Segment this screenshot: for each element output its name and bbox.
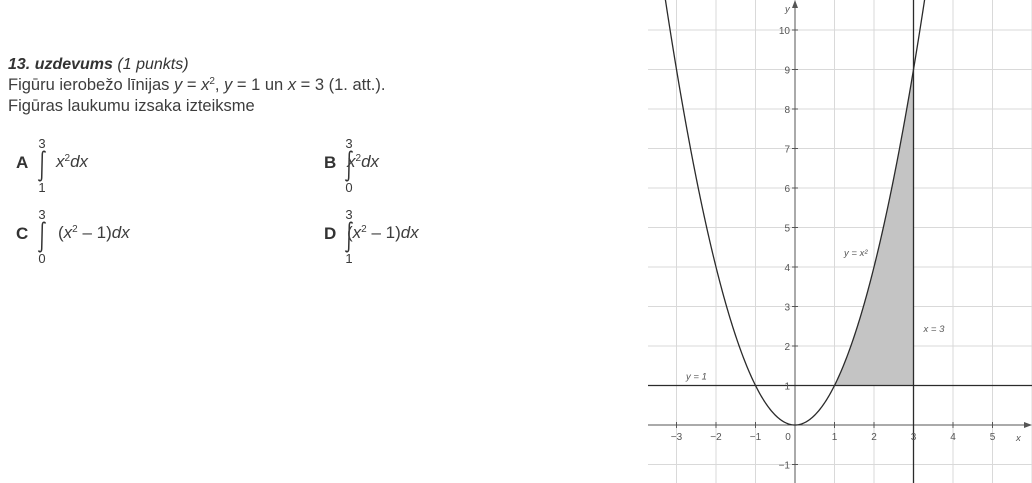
option-d: D 3 1 (x2 – 1)dx bbox=[0, 208, 419, 266]
x-axis-label: x bbox=[1015, 433, 1022, 444]
integrand: (x2 – 1)dx bbox=[347, 223, 419, 242]
y-tick-label: 1 bbox=[784, 382, 790, 393]
var-y: y bbox=[224, 76, 233, 94]
y-tick-label: −1 bbox=[779, 461, 791, 472]
lower-limit: 0 bbox=[38, 251, 46, 266]
equals-three: = 3 (1. att.). bbox=[296, 76, 386, 94]
x-tick-label: 1 bbox=[832, 432, 838, 443]
task-block: 13. uzdevums (1 punkts) Figūru ierobežo … bbox=[8, 55, 608, 117]
y-tick-label: 5 bbox=[784, 224, 790, 235]
option-a: A 3 1 x2dx bbox=[0, 137, 88, 195]
exponent: 2 bbox=[209, 76, 215, 87]
option-c: C 3 0 (x2 – 1)dx bbox=[0, 208, 130, 266]
integral-icon bbox=[344, 150, 354, 182]
lower-limit: 0 bbox=[345, 180, 353, 195]
task-number: 13. uzdevums bbox=[8, 56, 113, 73]
y-tick-label: 9 bbox=[784, 66, 790, 77]
separator: , bbox=[214, 76, 225, 94]
curve-label: y = x² bbox=[843, 248, 868, 259]
x-tick-label: 2 bbox=[871, 432, 877, 443]
x-tick-label: −3 bbox=[671, 432, 683, 443]
y-tick-label: 7 bbox=[784, 145, 790, 156]
upper-limit: 3 bbox=[345, 207, 353, 222]
y-axis-arrow-icon bbox=[792, 0, 798, 8]
y-axis-label: y bbox=[784, 4, 791, 15]
statement-text: Figūru ierobežo līnijas bbox=[8, 76, 174, 94]
task-title: 13. uzdevums (1 punkts) bbox=[8, 55, 608, 75]
y-tick-label: 6 bbox=[784, 184, 790, 195]
y-tick-label: 10 bbox=[779, 26, 791, 37]
x-tick-label: 0 bbox=[785, 432, 791, 443]
y-tick-label: 2 bbox=[784, 342, 790, 353]
task-statement: Figūru ierobežo līnijas y = x2, y = 1 un… bbox=[8, 75, 608, 96]
upper-limit: 3 bbox=[38, 207, 46, 222]
x-tick-label: −2 bbox=[710, 432, 722, 443]
var-x: x bbox=[287, 76, 297, 94]
integral-icon bbox=[344, 221, 354, 253]
integrand: x2dx bbox=[347, 152, 380, 171]
x-tick-label: 4 bbox=[950, 432, 956, 443]
option-letter: A bbox=[16, 153, 29, 172]
shaded-region bbox=[834, 69, 914, 386]
vline-label: x = 3 bbox=[923, 324, 946, 335]
equals: = bbox=[182, 76, 202, 94]
parabola-curve bbox=[664, 0, 926, 426]
task-points: (1 punkts) bbox=[117, 56, 189, 73]
x-axis-arrow-icon bbox=[1024, 422, 1032, 428]
upper-limit: 3 bbox=[345, 136, 353, 151]
task-question: Figūras laukumu izsaka izteiksme bbox=[8, 97, 255, 115]
lower-limit: 1 bbox=[345, 251, 353, 266]
integral-icon bbox=[37, 150, 47, 182]
function-graph: −3 −2 −1 0 1 2 3 4 5 −1 1 2 3 4 5 6 7 8 9 10 x y y = x² y = 1 x … bbox=[648, 0, 1032, 483]
x-tick-label: 5 bbox=[990, 432, 996, 443]
x-tick-label: 3 bbox=[911, 432, 917, 443]
upper-limit: 3 bbox=[38, 136, 46, 151]
option-b: B 3 0 x2dx bbox=[0, 137, 379, 195]
var-y: y bbox=[174, 76, 183, 94]
equals-one: = 1 un bbox=[232, 76, 288, 94]
option-letter: C bbox=[16, 224, 29, 243]
y-tick-label: 4 bbox=[784, 263, 790, 274]
x-tick-label: −1 bbox=[750, 432, 762, 443]
integrand: x2dx bbox=[56, 152, 89, 171]
integral-icon bbox=[37, 221, 47, 253]
y-tick-label: 3 bbox=[784, 303, 790, 314]
hline-label: y = 1 bbox=[685, 372, 707, 383]
integrand: (x2 – 1)dx bbox=[58, 223, 130, 242]
option-letter: B bbox=[324, 153, 337, 172]
lower-limit: 1 bbox=[38, 180, 46, 195]
var-x: x bbox=[201, 76, 210, 94]
option-letter: D bbox=[324, 224, 337, 243]
y-tick-label: 8 bbox=[784, 105, 790, 116]
